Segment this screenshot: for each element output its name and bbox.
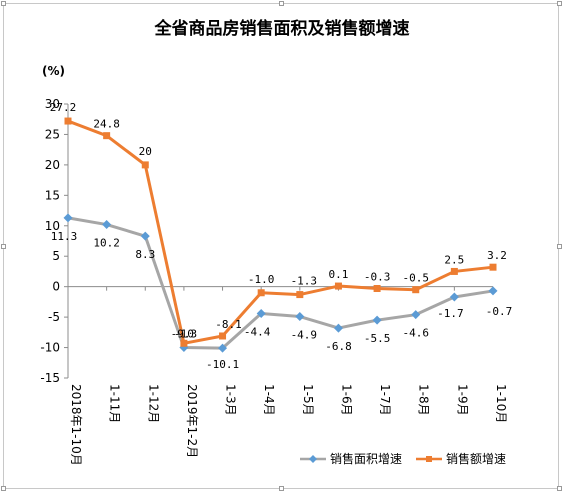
y-tick-label: -15 bbox=[40, 371, 60, 385]
series-line-2 bbox=[67, 119, 494, 345]
legend-marker-1 bbox=[309, 455, 317, 463]
series-2-marker bbox=[141, 161, 149, 169]
series-1-data-label: -4.9 bbox=[291, 329, 318, 342]
series-2-data-label: 20 bbox=[139, 145, 152, 158]
series-1-data-label: -5.5 bbox=[364, 332, 391, 345]
series-2-marker bbox=[450, 267, 458, 275]
y-tick-label: 10 bbox=[45, 219, 60, 233]
x-tick-label: 1-6月 bbox=[339, 384, 353, 416]
resize-handle-middle-right[interactable] bbox=[557, 244, 562, 249]
series-line-1 bbox=[67, 216, 494, 350]
series-2-marker bbox=[412, 286, 420, 294]
x-tick-label: 1-5月 bbox=[301, 384, 315, 416]
x-tick-label: 1-4月 bbox=[262, 384, 276, 416]
series-1-data-label: 8.3 bbox=[135, 248, 155, 261]
series-1-marker bbox=[140, 231, 150, 241]
legend-label-2: 销售额增速 bbox=[446, 451, 506, 466]
resize-handle-bottom-left[interactable] bbox=[1, 486, 6, 491]
y-tick-label: 15 bbox=[45, 188, 60, 202]
series-1-marker bbox=[333, 323, 343, 333]
x-tick-label: 2019年1-2月 bbox=[185, 384, 199, 458]
series-1-marker bbox=[372, 315, 382, 325]
series-1-data-label: 11.3 bbox=[51, 230, 78, 243]
series-2-marker bbox=[180, 339, 188, 347]
series-2-data-label: -0.5 bbox=[402, 272, 429, 285]
series-1-data-label: -10 bbox=[174, 328, 194, 341]
series-2-marker bbox=[103, 132, 111, 140]
y-axis-unit-label: (%) bbox=[42, 64, 65, 78]
resize-handle-bottom-center[interactable] bbox=[279, 486, 284, 491]
series-2-marker bbox=[257, 289, 265, 297]
series-2-marker bbox=[296, 291, 304, 299]
series-2-marker bbox=[334, 282, 342, 290]
series-2-data-label: 2.5 bbox=[444, 253, 464, 266]
series-1-data-label: -6.8 bbox=[325, 340, 352, 353]
y-tick-label: 20 bbox=[45, 158, 60, 172]
series-1-data-label: 10.2 bbox=[93, 237, 120, 250]
series-1-data-label: -4.4 bbox=[244, 325, 271, 338]
series-2-marker bbox=[489, 263, 497, 271]
series-2-marker bbox=[219, 332, 227, 340]
series-2-data-label: 24.8 bbox=[93, 118, 120, 131]
series-1-data-label: -4.6 bbox=[402, 327, 429, 340]
chart-title: 全省商品房销售面积及销售额增速 bbox=[154, 19, 410, 39]
x-tick-label: 1-7月 bbox=[378, 384, 392, 416]
series-1-marker bbox=[488, 286, 498, 296]
x-tick-label: 1-11月 bbox=[108, 384, 122, 423]
series-2-marker bbox=[373, 284, 381, 292]
series-2-data-label: -0.3 bbox=[364, 270, 391, 283]
series-1-marker bbox=[218, 343, 228, 353]
series-2-data-label: -9.3 bbox=[171, 327, 198, 340]
series-2-data-label: -1.3 bbox=[291, 275, 318, 288]
y-tick-label: 30 bbox=[45, 97, 60, 111]
x-tick-label: 1-8月 bbox=[417, 384, 431, 416]
resize-handle-bottom-right[interactable] bbox=[557, 486, 562, 491]
series-2-marker bbox=[64, 117, 72, 125]
legend-marker-2 bbox=[426, 456, 432, 462]
resize-handle-top-left[interactable] bbox=[1, 1, 6, 6]
x-tick-label: 1-12月 bbox=[146, 384, 160, 423]
resize-handle-middle-left[interactable] bbox=[1, 244, 6, 249]
x-tick-label: 1-9月 bbox=[455, 384, 469, 416]
resize-handle-top-right[interactable] bbox=[557, 1, 562, 6]
resize-handle-top-center[interactable] bbox=[279, 1, 284, 6]
legend-label-1: 销售面积增速 bbox=[330, 451, 402, 466]
series-1-marker bbox=[411, 310, 421, 320]
series-1-data-label: -0.7 bbox=[486, 305, 513, 318]
series-1-marker bbox=[102, 220, 112, 230]
x-tick-label: 1-10月 bbox=[494, 384, 508, 423]
series-1-marker bbox=[256, 308, 266, 318]
y-tick-label: -10 bbox=[40, 341, 60, 355]
series-1-data-label: -1.7 bbox=[437, 307, 464, 320]
series-2-data-label: -1.0 bbox=[248, 273, 275, 286]
series-2-data-label: 0.1 bbox=[329, 268, 349, 281]
x-tick-label: 2018年1-10月 bbox=[69, 384, 83, 466]
y-tick-label: 5 bbox=[52, 249, 60, 263]
series-2-data-label: 3.2 bbox=[487, 249, 507, 262]
series-1-data-label: -10.1 bbox=[206, 358, 239, 371]
series-1-marker bbox=[295, 312, 305, 322]
y-tick-label: 0 bbox=[52, 280, 60, 294]
y-tick-label: -5 bbox=[48, 310, 60, 324]
series-2-data-label: 27.2 bbox=[50, 101, 77, 114]
series-1-marker bbox=[63, 213, 73, 223]
series-2-data-label: -8.1 bbox=[215, 318, 242, 331]
series-1-marker bbox=[449, 292, 459, 302]
y-tick-label: 25 bbox=[45, 127, 60, 141]
x-tick-label: 1-3月 bbox=[224, 384, 238, 416]
